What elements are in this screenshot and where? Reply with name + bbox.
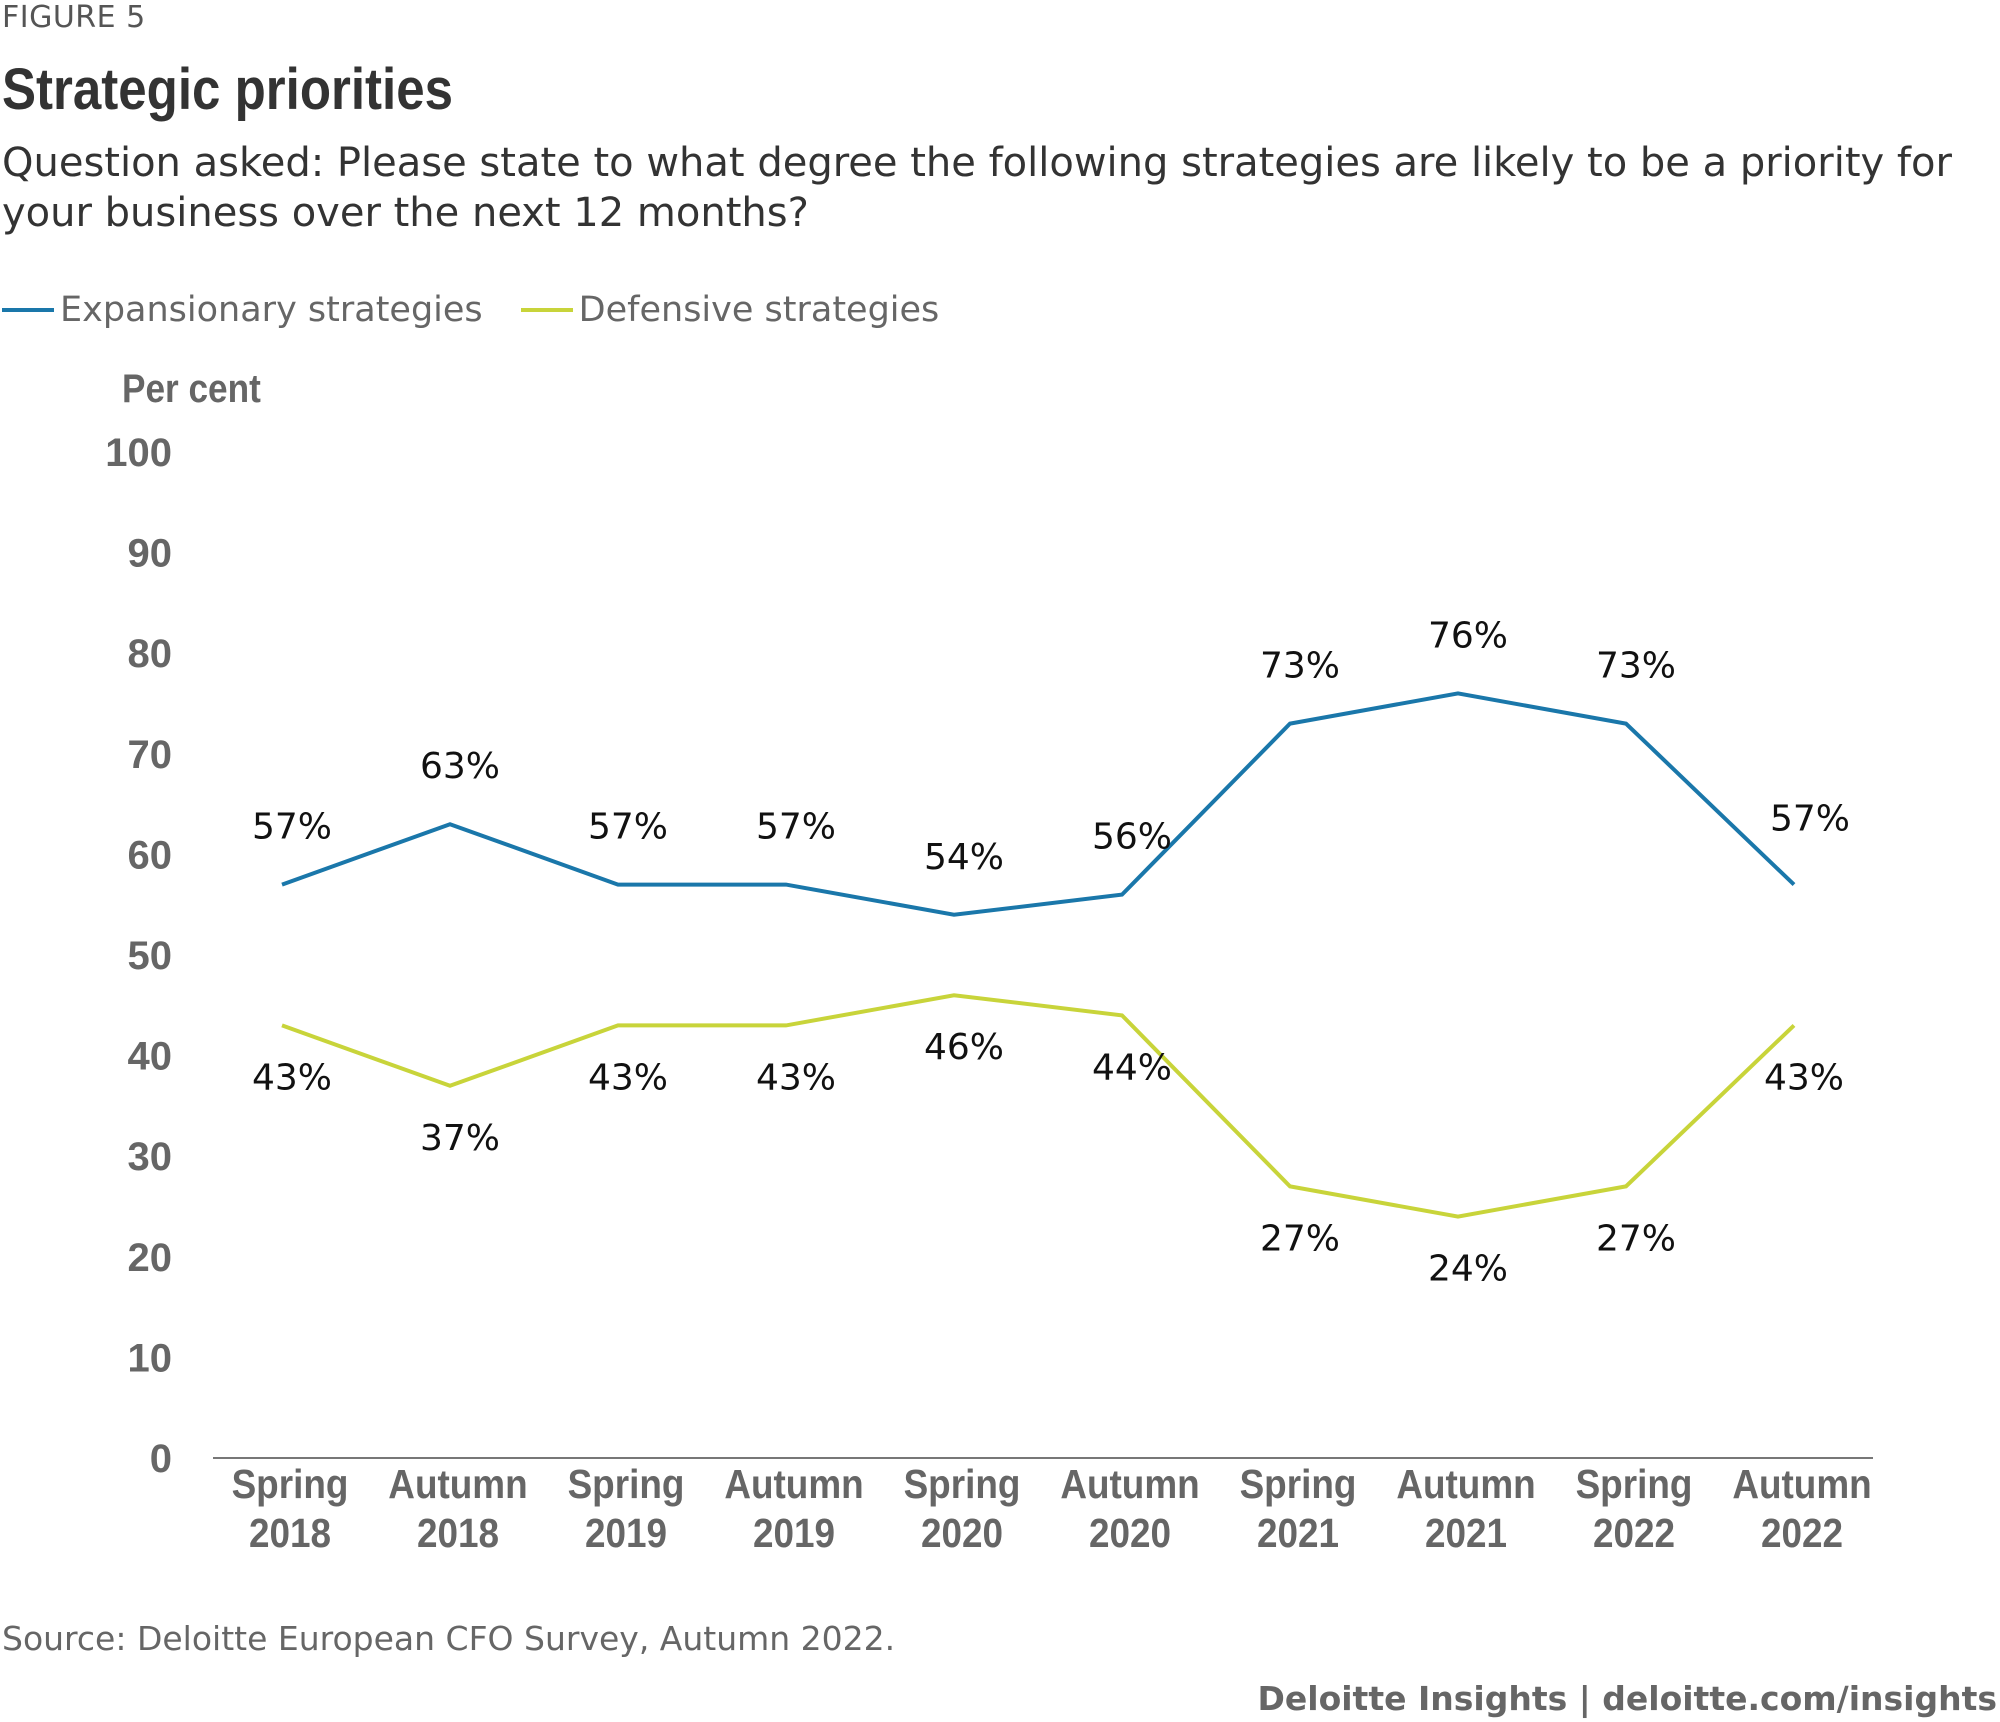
- y-tick-label: 80: [128, 632, 173, 676]
- x-tick-label: 2022: [1593, 1511, 1675, 1556]
- legend-item-defensive: Defensive strategies: [520, 290, 940, 330]
- x-tick-label: Spring: [568, 1462, 685, 1507]
- x-tick-label: 2022: [1761, 1511, 1843, 1556]
- x-tick-label: Autumn: [1396, 1462, 1535, 1507]
- data-label-expansionary: 73%: [1596, 646, 1676, 687]
- x-tick-label: 2018: [417, 1511, 499, 1556]
- legend-item-expansionary: Expansionary strategies: [2, 290, 483, 330]
- data-label-defensive: 43%: [756, 1057, 836, 1098]
- data-label-expansionary: 54%: [924, 837, 1004, 878]
- defensive-line: [281, 993, 1796, 1219]
- x-tick-label: 2020: [1089, 1511, 1171, 1556]
- y-tick-label: 0: [150, 1437, 172, 1481]
- legend-swatch-defensive: [520, 308, 573, 312]
- data-label-expansionary: 57%: [252, 807, 332, 848]
- x-tick-label: Autumn: [724, 1462, 863, 1507]
- source-note: Source: Deloitte European CFO Survey, Au…: [2, 1619, 896, 1658]
- data-label-defensive: 46%: [924, 1027, 1004, 1068]
- line-chart: Per cent0102030405060708090100Spring2018…: [105, 366, 1873, 1556]
- data-label-expansionary: 57%: [1770, 799, 1850, 840]
- data-label-expansionary: 73%: [1260, 646, 1340, 687]
- y-tick-label: 40: [128, 1035, 173, 1079]
- data-label-defensive: 27%: [1260, 1218, 1340, 1259]
- y-axis-title: Per cent: [122, 366, 261, 411]
- data-label-expansionary: 76%: [1428, 615, 1508, 656]
- y-tick-label: 30: [128, 1135, 173, 1179]
- x-tick-label: Spring: [1240, 1462, 1357, 1507]
- x-tick-label: Autumn: [1732, 1462, 1871, 1507]
- x-tick-label: Spring: [232, 1462, 349, 1507]
- x-tick-label: 2021: [1257, 1511, 1339, 1556]
- figure-label: FIGURE 5: [2, 0, 146, 35]
- legend-label-defensive: Defensive strategies: [578, 290, 940, 330]
- y-tick-label: 10: [128, 1336, 173, 1380]
- x-tick-label: Spring: [1576, 1462, 1693, 1507]
- data-label-expansionary: 57%: [756, 807, 836, 848]
- data-label-defensive: 27%: [1596, 1218, 1676, 1259]
- data-label-defensive: 43%: [1764, 1057, 1844, 1098]
- x-tick-label: 2020: [921, 1511, 1003, 1556]
- legend-label-expansionary: Expansionary strategies: [60, 290, 483, 330]
- chart-title: Strategic priorities: [2, 57, 453, 122]
- x-tick-label: 2018: [249, 1511, 331, 1556]
- credit-line: Deloitte Insights | deloitte.com/insight…: [1257, 1679, 1997, 1718]
- data-label-defensive: 37%: [420, 1118, 500, 1159]
- legend-swatch-expansionary: [2, 308, 54, 312]
- data-label-expansionary: 57%: [588, 807, 668, 848]
- y-tick-label: 20: [128, 1236, 173, 1280]
- x-tick-label: Autumn: [1060, 1462, 1199, 1507]
- data-label-expansionary: 63%: [420, 746, 500, 787]
- data-label-defensive: 44%: [1092, 1047, 1172, 1088]
- x-tick-label: 2019: [585, 1511, 667, 1556]
- x-tick-label: Spring: [904, 1462, 1021, 1507]
- x-tick-label: 2019: [753, 1511, 835, 1556]
- expansionary-line: [281, 691, 1796, 917]
- chart-subtitle: Question asked: Please state to what deg…: [2, 140, 1952, 236]
- y-tick-label: 90: [128, 532, 173, 576]
- y-tick-label: 70: [128, 733, 173, 777]
- data-label-defensive: 43%: [252, 1057, 332, 1098]
- x-tick-label: Autumn: [388, 1462, 527, 1507]
- y-tick-label: 50: [128, 934, 173, 978]
- data-label-expansionary: 56%: [1092, 817, 1172, 858]
- legend: Expansionary strategies Defensive strate…: [2, 290, 977, 330]
- data-label-defensive: 24%: [1428, 1249, 1508, 1290]
- y-tick-label: 100: [105, 431, 172, 475]
- y-tick-label: 60: [128, 833, 173, 877]
- x-tick-label: 2021: [1425, 1511, 1507, 1556]
- data-label-defensive: 43%: [588, 1057, 668, 1098]
